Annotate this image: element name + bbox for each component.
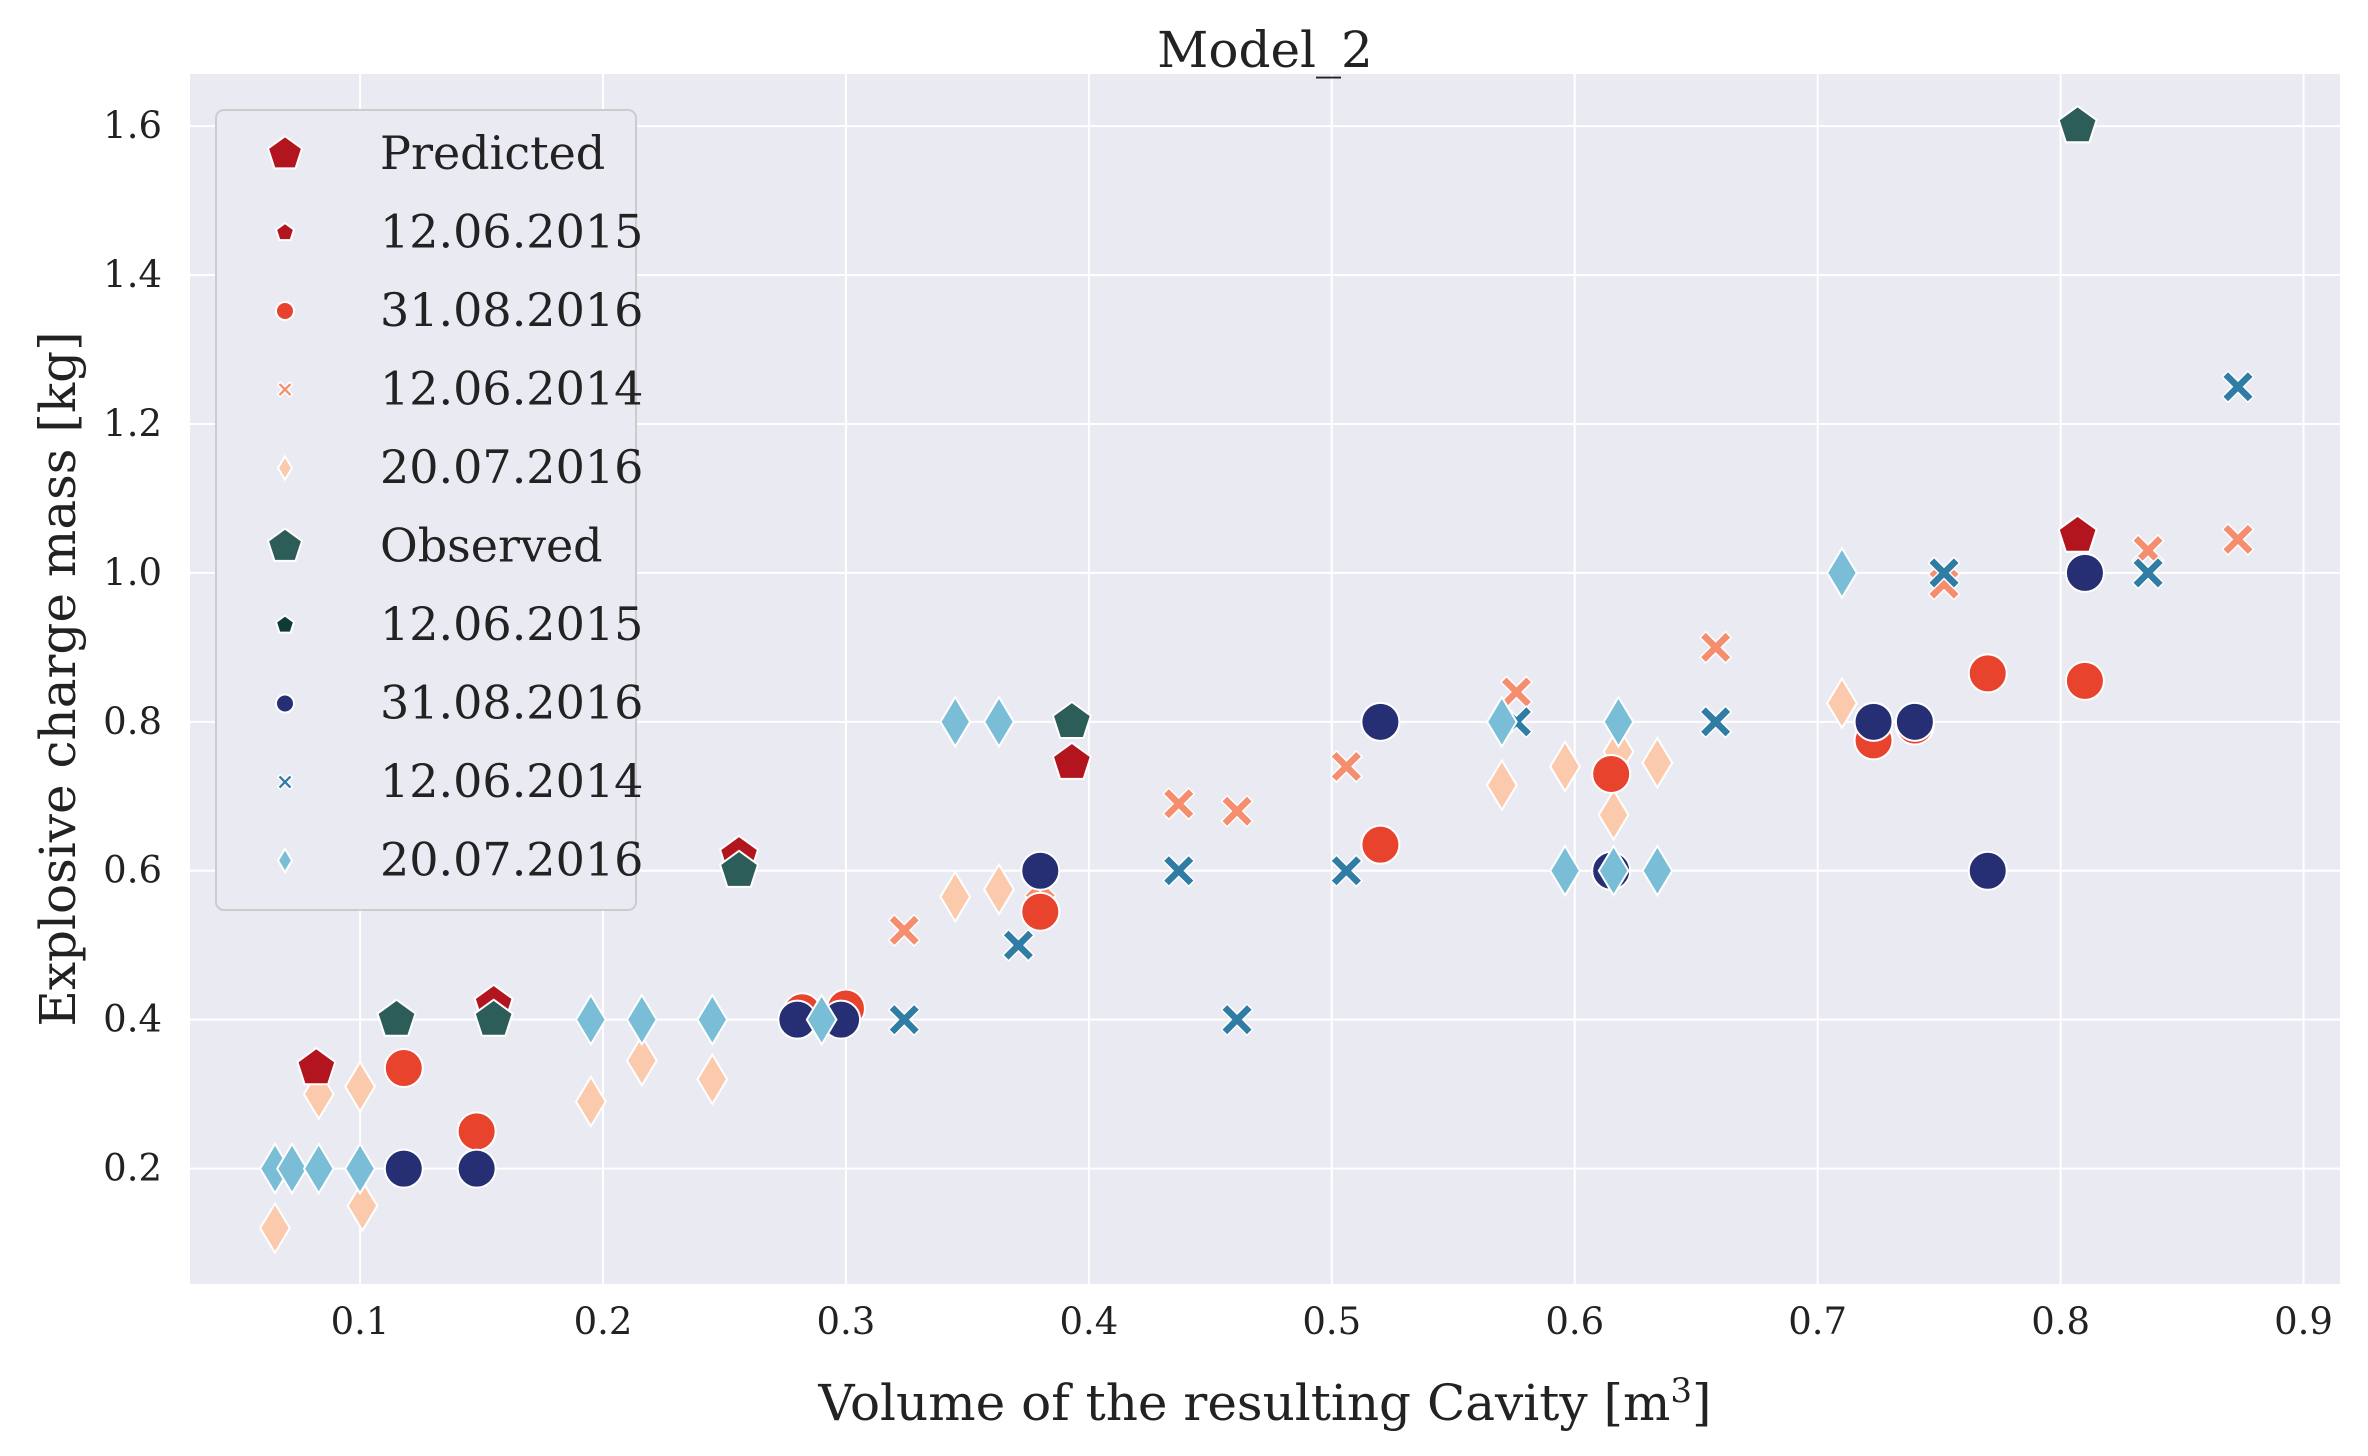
x-tick-label: 0.1: [331, 1300, 390, 1343]
point-predicted-31-08-2016: [385, 1049, 423, 1087]
point-observed-31-08-2016: [385, 1150, 423, 1188]
legend-label: 12.06.2014: [380, 362, 643, 416]
x-tick-label: 0.8: [2031, 1300, 2090, 1343]
chart-title: Model_2: [1157, 21, 1373, 79]
x-tick-label: 0.6: [1545, 1300, 1604, 1343]
legend-label: 20.07.2016: [380, 440, 643, 494]
y-tick-label: 1.0: [103, 551, 162, 594]
point-predicted-31-08-2016: [2066, 662, 2104, 700]
legend-label: Observed: [380, 519, 603, 573]
x-tick-label: 0.5: [1302, 1300, 1361, 1343]
y-tick-label: 0.4: [103, 998, 162, 1041]
legend-label: 31.08.2016: [380, 283, 643, 337]
point-predicted-31-08-2016: [1592, 755, 1630, 793]
x-tick-label: 0.7: [1788, 1300, 1847, 1343]
point-observed-31-08-2016: [1021, 852, 1059, 890]
scatter-chart: 0.1 0.2 0.3 0.4 0.5 0.6 0.7 0.8 0.9 0.2 0.4 0.6 0.8 1…: [0, 0, 2368, 1456]
y-axis-label: Explosive charge mass [kg]: [29, 331, 87, 1026]
y-tick-label: 0.6: [103, 849, 162, 892]
point-observed-31-08-2016: [458, 1150, 496, 1188]
y-tick-label: 0.2: [103, 1147, 162, 1190]
legend-label: 31.08.2016: [380, 676, 643, 730]
legend-label: 12.06.2015: [380, 205, 643, 259]
point-observed-31-08-2016: [1896, 703, 1934, 741]
y-tick-label: 1.2: [103, 402, 162, 445]
x-axis-label-end: ]: [1692, 1374, 1712, 1432]
legend-label: 12.06.2015: [380, 597, 643, 651]
point-predicted-31-08-2016: [1021, 893, 1059, 931]
y-tick-label: 1.4: [103, 253, 162, 296]
legend-label: 12.06.2014: [380, 754, 643, 808]
point-predicted-31-08-2016: [1361, 826, 1399, 864]
x-axis-label: Volume of the resulting Cavity [m3]: [817, 1371, 1711, 1432]
x-tick-label: 0.9: [2274, 1300, 2333, 1343]
legend-label: Predicted: [380, 126, 605, 180]
x-tick-label: 0.4: [1059, 1300, 1118, 1343]
point-observed-31-08-2016: [1855, 703, 1893, 741]
point-observed-31-08-2016: [1361, 703, 1399, 741]
legend-marker-31-08-2016: [276, 695, 294, 713]
legend-marker-31-08-2016: [276, 302, 294, 320]
y-tick-label: 1.6: [103, 104, 162, 147]
point-predicted-31-08-2016: [1969, 654, 2007, 692]
point-observed-31-08-2016: [1969, 852, 2007, 890]
x-axis-label-superscript: 3: [1670, 1371, 1692, 1411]
x-tick-label: 0.3: [817, 1300, 876, 1343]
x-axis-label-main: Volume of the resulting Cavity [m: [817, 1374, 1670, 1432]
y-tick-label: 0.8: [103, 700, 162, 743]
legend: Predicted 12.06.2015 31.08.2016 12.06.2014 2…: [216, 110, 643, 910]
x-tick-label: 0.2: [574, 1300, 633, 1343]
point-predicted-31-08-2016: [458, 1112, 496, 1150]
legend-label: 20.07.2016: [380, 833, 643, 887]
point-observed-31-08-2016: [2066, 554, 2104, 592]
